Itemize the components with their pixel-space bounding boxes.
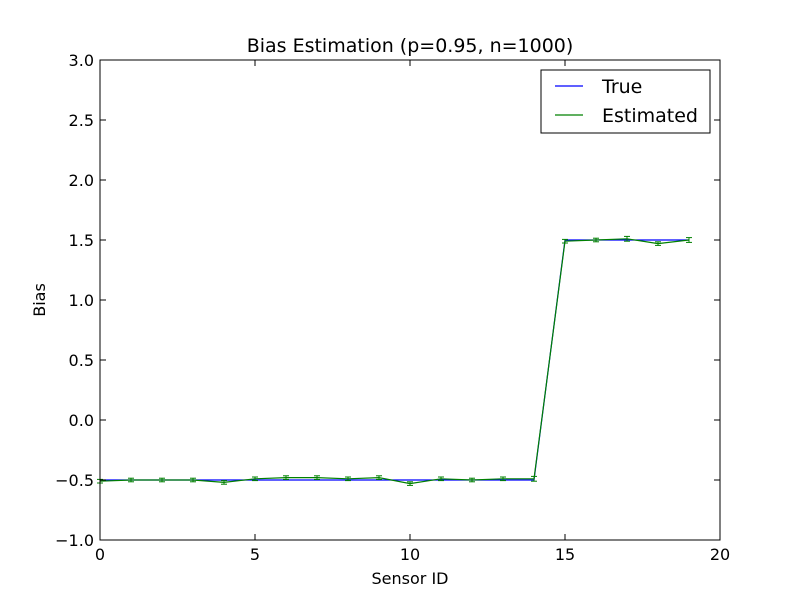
legend-label-true: True <box>601 76 642 98</box>
legend-label-estimated: Estimated <box>602 105 698 127</box>
error-bar <box>438 476 444 482</box>
y-tick-label: −1.0 <box>55 531 94 550</box>
error-bar <box>345 476 351 482</box>
error-bar <box>624 235 630 242</box>
error-bar <box>128 477 134 483</box>
y-tick-label: 3.0 <box>69 51 94 70</box>
x-axis-label: Sensor ID <box>372 569 449 588</box>
legend-box <box>540 69 711 134</box>
series-line-estimated <box>99 238 690 485</box>
error-bar <box>252 476 258 482</box>
y-tick-label: 2.5 <box>69 111 94 130</box>
error-bar <box>407 481 413 486</box>
error-bar <box>190 477 196 483</box>
error-bar <box>593 237 599 243</box>
x-axis-ticks: 0 5 10 15 20 <box>95 60 730 564</box>
error-bar <box>562 238 568 244</box>
y-tick-label: 2.0 <box>69 171 94 190</box>
error-bar <box>686 237 692 243</box>
x-tick-label: 15 <box>555 545 575 564</box>
series-true <box>100 239 689 481</box>
x-tick-label: 0 <box>95 545 105 564</box>
plot-frame <box>99 59 721 541</box>
error-bar <box>500 476 506 482</box>
error-bar <box>655 241 661 246</box>
y-axis-ticks: −1.0 −0.5 0.0 0.5 1.0 1.5 2.0 2.5 3.0 <box>55 51 720 550</box>
x-tick-label: 20 <box>710 545 730 564</box>
series-line-true <box>100 239 689 481</box>
error-bar <box>221 480 227 485</box>
y-tick-label: 0.0 <box>69 411 94 430</box>
chart-title: Bias Estimation (p=0.95, n=1000) <box>247 35 574 57</box>
plot-area <box>97 235 692 486</box>
error-bar <box>159 477 165 483</box>
legend: True Estimated <box>540 69 711 134</box>
y-tick-label: 0.5 <box>69 351 94 370</box>
y-tick-label: 1.0 <box>69 291 94 310</box>
error-bar <box>376 475 382 480</box>
y-axis-label: Bias <box>30 283 49 317</box>
x-tick-label: 10 <box>400 545 420 564</box>
y-tick-label: −0.5 <box>55 471 94 490</box>
error-bar <box>531 475 537 482</box>
error-bar <box>283 475 289 480</box>
y-tick-label: 1.5 <box>69 231 94 250</box>
error-bar <box>469 477 475 483</box>
x-tick-label: 5 <box>250 545 260 564</box>
error-bar <box>314 475 320 480</box>
series-estimated <box>97 235 692 486</box>
